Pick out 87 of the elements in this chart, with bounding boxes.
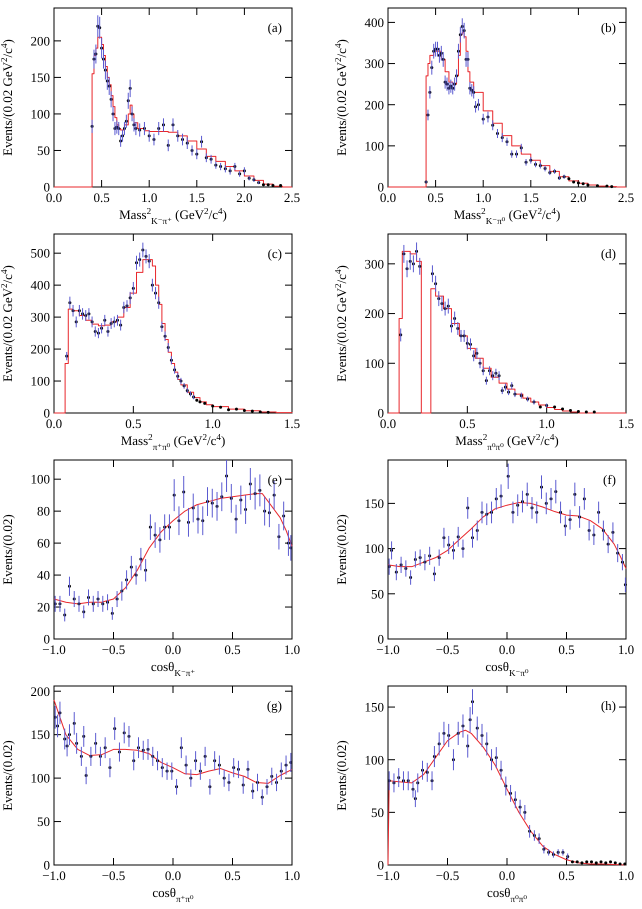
x-tick-label: 0.0 [498,642,516,657]
y-tick-label: 150 [364,496,384,511]
x-tick-label: 1.0 [204,416,221,431]
x-tick-label: 1.0 [141,190,158,205]
x-tick-label: 0.5 [427,190,444,205]
x-tick-label: 1.0 [618,642,634,657]
y-tick-label: 200 [364,97,384,112]
x-tick-label: −0.5 [436,868,460,883]
y-tick-label: 40 [37,568,50,583]
x-tick-label: 1.5 [618,416,634,431]
x-tick-label: 0.5 [224,868,241,883]
y-tick-label: 150 [364,700,384,715]
y-tick-label: 200 [30,684,50,699]
x-tick-label: 0.5 [459,416,476,431]
annotation: (a) [268,20,282,35]
y-axis-title: Events/(0.02) [0,514,15,585]
y-tick-label: 100 [30,472,50,487]
y-tick-label: 100 [30,770,50,786]
x-tick-label: 0.5 [125,416,142,431]
x-tick-label: 2.0 [236,190,253,205]
x-tick-label: 1.0 [284,868,300,883]
y-tick-label: 300 [30,310,50,325]
y-tick-label: 0 [378,632,384,647]
x-tick-label: 1.0 [475,190,492,205]
y-tick-label: 100 [30,374,50,389]
x-tick-label: 0.5 [558,642,575,657]
x-tick-label: −0.5 [436,642,460,657]
y-tick-label: 100 [364,541,384,556]
y-tick-label: 400 [30,278,50,293]
annotation: (h) [600,698,616,713]
y-tick-label: 0 [44,632,50,647]
y-tick-label: 80 [37,504,50,519]
x-axis-title: Mass$^{2}$$_{K⁻π⁰}$ (GeV$^{2}$/c$^{4}$) [454,206,560,226]
x-axis-title: Mass$^{2}$$_{π⁰π⁰}$ (GeV$^{2}$/c$^{4}$) [455,432,559,452]
y-tick-label: 200 [30,33,50,48]
y-tick-label: 60 [37,536,50,551]
x-tick-label: 1.0 [284,642,300,657]
x-tick-label: 0.0 [498,868,516,883]
y-tick-label: 150 [30,727,50,742]
x-tick-label: 0.5 [93,190,110,205]
x-axis-title: cosθ$_{K⁻π⁰}$ [485,659,529,678]
y-tick-label: 200 [30,342,50,357]
x-tick-label: 0.5 [224,642,241,657]
x-tick-label: 2.5 [618,190,634,205]
y-tick-label: 50 [37,814,50,830]
annotation: (f) [603,472,616,487]
y-tick-label: 100 [364,138,384,154]
annotation: (g) [266,698,282,713]
y-axis-title: Events/(0.02) [334,514,349,585]
x-tick-label: 1.5 [284,416,300,431]
x-axis-title: cosθ$_{π⁰π⁰}$ [486,885,528,904]
y-tick-label: 0 [44,858,50,873]
y-tick-label: 0 [378,858,384,873]
x-tick-label: −0.5 [102,868,126,883]
x-axis-title: Mass$^{2}$$_{K⁻π⁺}$ (GeV$^{2}$/c$^{4}$) [119,206,227,226]
x-axis-title: cosθ$_{π⁺π⁰}$ [152,885,194,904]
y-tick-label: 500 [30,246,50,261]
x-axis-title: Mass$^{2}$$_{π⁺π⁰}$ (GeV$^{2}$/c$^{4}$) [120,432,226,452]
x-tick-label: 1.0 [618,868,634,883]
y-tick-label: 300 [364,56,384,72]
annotation: (e) [268,472,282,487]
y-tick-label: 150 [30,70,50,85]
y-tick-label: 100 [364,752,384,768]
y-axis-title: Events/(0.02) [0,740,15,811]
x-tick-label: 1.5 [522,190,539,205]
x-axis-title: cosθ$_{K⁻π⁺}$ [150,659,196,678]
y-tick-label: 300 [364,256,384,272]
x-tick-label: 2.0 [570,190,587,205]
x-tick-label: 0.0 [164,642,182,657]
y-tick-label: 200 [364,306,384,322]
x-tick-label: 1.0 [538,416,555,431]
x-tick-label: 1.5 [188,190,205,205]
y-tick-label: 50 [371,804,384,820]
y-axis-title: Events/(0.02) [334,740,349,811]
x-tick-label: 0.5 [558,868,575,883]
y-tick-label: 100 [364,356,384,371]
y-tick-label: 50 [37,143,50,158]
y-tick-label: 20 [37,600,50,615]
x-tick-label: −0.5 [102,642,126,657]
x-tick-label: 0.0 [164,868,182,883]
y-tick-label: 400 [364,14,384,30]
y-tick-label: 100 [30,106,50,122]
y-tick-label: 50 [371,586,384,602]
annotation: (b) [600,20,616,35]
annotation: (d) [600,246,616,261]
x-tick-label: 2.5 [284,190,300,205]
annotation: (c) [268,246,282,261]
